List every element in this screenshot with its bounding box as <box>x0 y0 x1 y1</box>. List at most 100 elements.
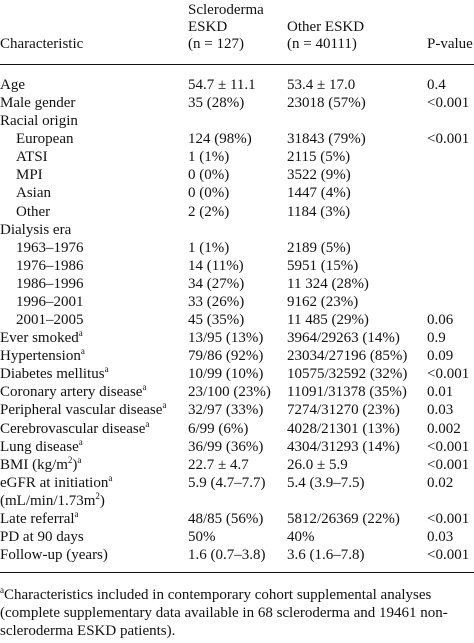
cell: 5951 (15%) <box>287 257 359 274</box>
row-label: Late referrala <box>0 508 79 528</box>
cell: 124 (98%) <box>188 131 252 148</box>
cell: 22.7 ± 4.7 <box>188 456 249 473</box>
cell: 3964/29263 (14%) <box>287 330 400 347</box>
header-rule <box>0 64 474 65</box>
cell: 10/99 (10%) <box>188 366 264 383</box>
cell: 11 324 (28%) <box>287 275 369 292</box>
row-label: 1996–2001 <box>16 293 84 311</box>
label-text: 1996–2001 <box>16 293 84 310</box>
cell: 34 (27%) <box>188 275 245 292</box>
label-text: ATSI <box>16 149 48 166</box>
footnote-line: scleroderma ESKD patients). <box>0 622 448 640</box>
cell: 4028/21301 (13%) <box>287 420 400 437</box>
label-text: Age <box>0 77 25 93</box>
footnote-text: Characteristics included in contemporary… <box>4 587 432 603</box>
cell: 35 (28%) <box>188 95 245 112</box>
superscript: a <box>78 328 83 339</box>
label-text: Dialysis era <box>0 221 72 238</box>
row-label: (mL/min/1.73m2) <box>0 491 105 510</box>
superscript: a <box>145 418 150 429</box>
cell: 0.06 <box>427 312 454 329</box>
cell: 0.01 <box>427 384 454 401</box>
cell: 7274/31270 (23%) <box>287 402 400 419</box>
row-label: PD at 90 days <box>0 528 84 546</box>
label-text: Other <box>16 203 51 220</box>
label-text: Racial origin <box>0 113 78 130</box>
row-label: 1986–1996 <box>16 275 84 293</box>
cell: 1 (1%) <box>188 239 230 256</box>
superscript: a <box>74 508 79 519</box>
cell: 0.02 <box>427 474 454 491</box>
label-text: Lung disease <box>0 438 79 455</box>
row-label: ATSI <box>16 148 48 166</box>
cell: 50% <box>188 529 216 545</box>
superscript: a <box>108 472 113 483</box>
row-label: Hypertensiona <box>0 347 85 365</box>
cell: 2189 (5%) <box>287 239 351 256</box>
cell: 53.4 ± 17.0 <box>287 77 356 93</box>
superscript: a <box>80 346 85 357</box>
cell: 36/99 (36%) <box>188 438 264 455</box>
superscript: a <box>78 436 83 447</box>
superscript: a <box>77 454 82 465</box>
row-label: MPI <box>16 166 43 184</box>
cell: <0.001 <box>427 366 470 383</box>
row-label: European <box>16 130 73 148</box>
cell: 31843 (79%) <box>287 131 366 148</box>
label-text: MPI <box>16 167 43 184</box>
label-text: Follow-up (years) <box>0 547 108 564</box>
cell: 4304/31293 (14%) <box>287 438 400 455</box>
label-text: Coronary artery disease <box>0 384 143 401</box>
bottom-rule <box>0 572 474 573</box>
cell: 0 (0%) <box>188 167 230 184</box>
cell: 26.0 ± 5.9 <box>287 456 348 473</box>
cell: 0.03 <box>427 529 454 545</box>
row-label: 2001–2005 <box>16 311 84 329</box>
row-label: BMI (kg/m2)a <box>0 454 82 474</box>
label-text: Late referral <box>0 510 75 527</box>
cell: 11 485 (29%) <box>287 312 369 329</box>
label-text: Peripheral vascular disease <box>0 402 163 419</box>
cell: 11091/31378 (35%) <box>287 384 407 401</box>
header-cell: (n = 127) <box>188 36 244 52</box>
cell: 0.09 <box>427 348 454 365</box>
cell: 48/85 (56%) <box>188 510 264 527</box>
cell: 45 (35%) <box>188 312 245 329</box>
header-cell: Characteristic <box>0 36 84 52</box>
row-label: Age <box>0 76 25 94</box>
cell: 5812/26369 (22%) <box>287 510 400 527</box>
label-text: Cerebrovascular disease <box>0 420 146 437</box>
header-cell: (n = 40111) <box>287 36 357 52</box>
cell: <0.001 <box>427 510 470 527</box>
label-text: Diabetes mellitus <box>0 366 105 383</box>
header-cell: P-value <box>427 36 473 52</box>
label-text: ) <box>72 456 78 473</box>
cell: 13/95 (13%) <box>188 330 264 347</box>
cell: 1 (1%) <box>188 149 230 166</box>
cell: 3522 (9%) <box>287 167 351 184</box>
cell: 2115 (5%) <box>287 149 351 166</box>
label-text: Hypertension <box>0 348 81 365</box>
label-text: 2001–2005 <box>16 312 84 329</box>
label-text: PD at 90 days <box>0 529 84 545</box>
row-label: Follow-up (years) <box>0 546 108 564</box>
row-label: 1963–1976 <box>16 239 84 257</box>
row-label: Dialysis era <box>0 221 71 239</box>
cell: 1.6 (0.7–3.8) <box>188 547 266 564</box>
superscript: a <box>142 382 147 393</box>
header-cell: Scleroderma <box>188 2 264 18</box>
cell: 32/97 (33%) <box>188 402 264 419</box>
cell: 1447 (4%) <box>287 185 351 202</box>
row-label: Ever smokeda <box>0 329 83 347</box>
cell: 5.4 (3.9–7.5) <box>287 474 365 491</box>
row-label: eGFR at initiationa <box>0 472 113 492</box>
cell: 54.7 ± 11.1 <box>188 77 256 93</box>
row-label: Racial origin <box>0 112 78 130</box>
cell: 23034/27196 (85%) <box>287 348 408 365</box>
cell: 5.9 (4.7–7.7) <box>188 474 266 491</box>
label-text: 1963–1976 <box>16 239 84 256</box>
row-label: Diabetes mellitusa <box>0 365 109 383</box>
footnote-line: aCharacteristics included in contemporar… <box>0 581 448 604</box>
footnote-text: (complete supplementary data available i… <box>0 605 448 621</box>
